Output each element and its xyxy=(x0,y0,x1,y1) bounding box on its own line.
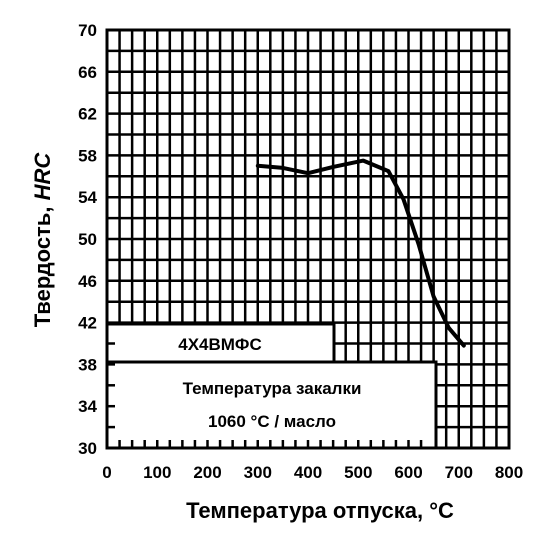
y-tick-label: 50 xyxy=(78,230,97,249)
y-axis-title: Твердость, HRC xyxy=(30,152,55,328)
x-axis-title: Температура отпуска, °С xyxy=(186,498,454,523)
y-tick-label: 70 xyxy=(78,21,97,40)
y-tick-label: 58 xyxy=(78,146,97,165)
x-tick-label: 300 xyxy=(244,463,272,482)
y-tick-label: 34 xyxy=(78,397,97,416)
x-tick-labels: 0 100 200 300 400 500 600 700 800 xyxy=(102,463,523,482)
quench-medium-label: 1060 °С / масло xyxy=(208,412,336,431)
y-tick-label: 38 xyxy=(78,355,97,374)
quench-temp-label: Температура закалки xyxy=(183,379,362,398)
y-tick-labels: 30 34 38 42 46 50 54 58 62 66 70 xyxy=(78,21,97,458)
steel-grade-label: 4Х4ВМФС xyxy=(178,335,261,354)
y-tick-label: 30 xyxy=(78,439,97,458)
x-tick-label: 500 xyxy=(344,463,372,482)
x-tick-label: 400 xyxy=(294,463,322,482)
hardness-curve xyxy=(255,158,466,348)
y-tick-label: 66 xyxy=(78,63,97,82)
x-tick-label: 0 xyxy=(102,463,111,482)
y-tick-label: 54 xyxy=(78,188,97,207)
x-tick-label: 100 xyxy=(143,463,171,482)
y-axis-title-unit: HRC xyxy=(30,152,55,201)
y-tick-label: 42 xyxy=(78,314,97,333)
steel-grade-box xyxy=(105,322,336,364)
plot-frame xyxy=(105,28,511,450)
y-tick-label: 62 xyxy=(78,105,97,124)
x-tick-label: 800 xyxy=(495,463,523,482)
x-tick-label: 600 xyxy=(394,463,422,482)
y-axis-title-text: Твердость, xyxy=(30,200,55,327)
x-tick-label: 700 xyxy=(445,463,473,482)
y-tick-label: 46 xyxy=(78,272,97,291)
x-tick-label: 200 xyxy=(193,463,221,482)
quench-info-box xyxy=(105,360,438,450)
